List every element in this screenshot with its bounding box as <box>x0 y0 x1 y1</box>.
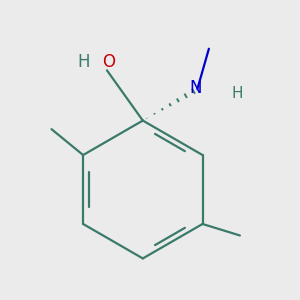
Text: N: N <box>190 79 202 97</box>
Text: O: O <box>103 53 116 71</box>
Text: H: H <box>77 53 90 71</box>
Text: H: H <box>232 86 243 101</box>
